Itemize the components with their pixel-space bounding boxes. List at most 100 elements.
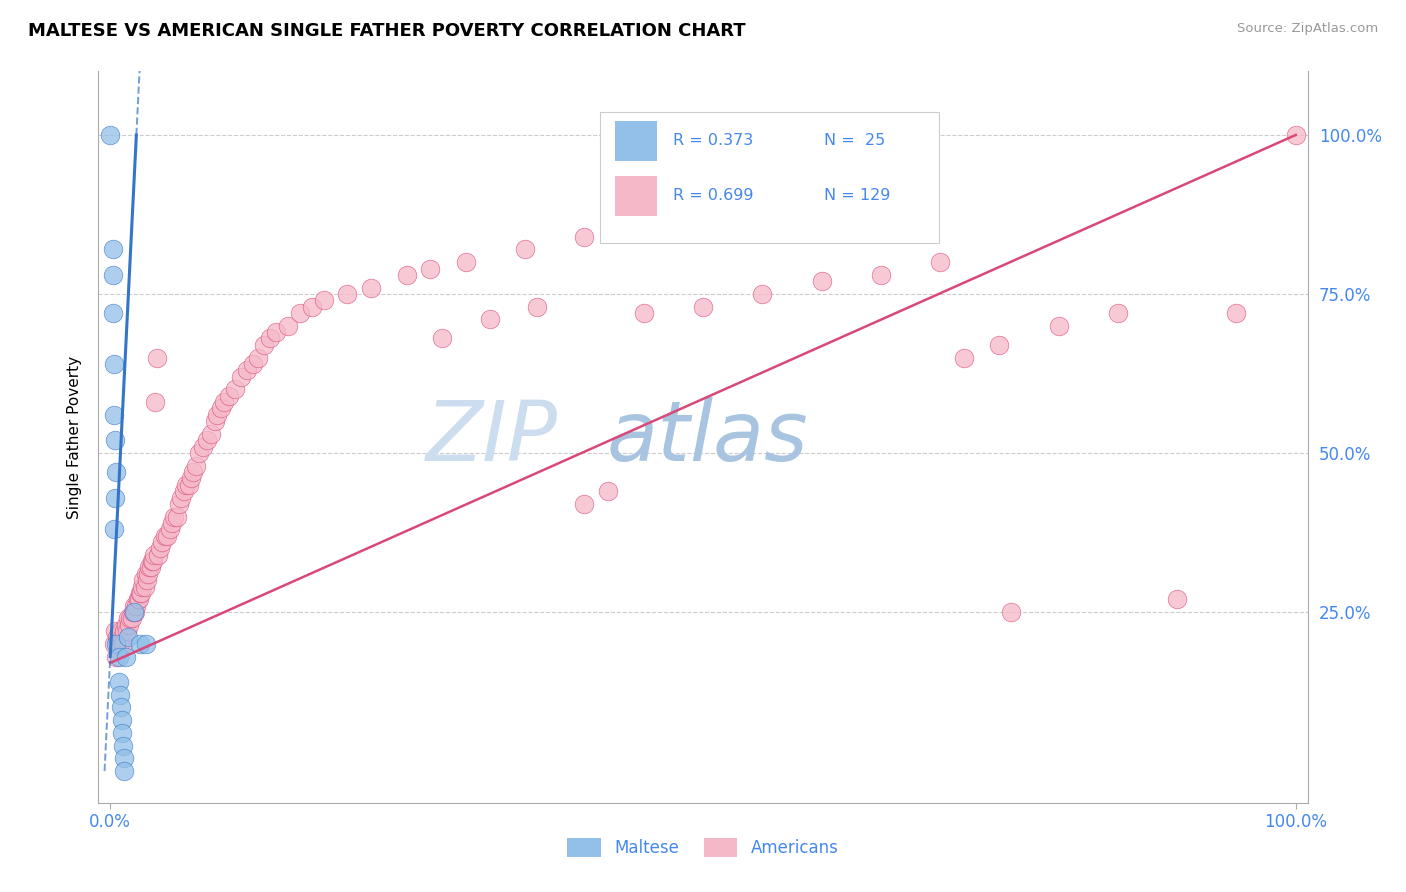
Point [143, 548, 166, 562]
Point [218, 389, 240, 403]
Point [114, 751, 136, 765]
Point [235, 363, 257, 377]
Point [692, 211, 714, 225]
Point [107, 675, 129, 690]
Point [149, 541, 172, 556]
Point [121, 605, 143, 619]
Point [170, 491, 193, 505]
Point [117, 631, 139, 645]
Point [166, 509, 188, 524]
Point [174, 477, 197, 491]
Point [152, 535, 174, 549]
Point [395, 268, 418, 282]
Point [103, 408, 125, 422]
Point [988, 338, 1011, 352]
Bar [614, 120, 657, 161]
Point [247, 351, 270, 365]
Point [153, 529, 176, 543]
Point [105, 631, 128, 645]
Point [163, 509, 186, 524]
Point [360, 280, 382, 294]
Point [118, 617, 141, 632]
Text: R = 0.373: R = 0.373 [672, 133, 754, 148]
Point [454, 255, 477, 269]
Point [129, 637, 152, 651]
Point [209, 401, 232, 416]
Text: Source: ZipAtlas.com: Source: ZipAtlas.com [1237, 22, 1378, 36]
Point [107, 649, 129, 664]
Point [110, 700, 132, 714]
Point [598, 484, 620, 499]
Point [135, 637, 157, 651]
Point [301, 300, 323, 314]
Text: N = 129: N = 129 [824, 188, 890, 203]
Point [107, 643, 129, 657]
Point [869, 268, 891, 282]
Point [111, 726, 134, 740]
Point [184, 458, 207, 473]
Point [145, 351, 167, 365]
Text: N =  25: N = 25 [824, 133, 886, 148]
Point [288, 306, 311, 320]
Point [139, 560, 162, 574]
Point [122, 599, 145, 613]
Point [1047, 318, 1070, 333]
Text: ZIP: ZIP [426, 397, 558, 477]
Point [197, 434, 219, 448]
Point [120, 611, 142, 625]
Point [515, 243, 537, 257]
Point [108, 688, 131, 702]
Point [312, 293, 335, 308]
Point [110, 624, 132, 638]
Point [108, 637, 131, 651]
Point [259, 331, 281, 345]
Point [115, 624, 138, 638]
Point [156, 529, 179, 543]
FancyBboxPatch shape [600, 112, 939, 244]
Point [136, 573, 159, 587]
Point [191, 440, 214, 454]
Point [212, 395, 235, 409]
Point [141, 554, 163, 568]
Point [526, 300, 548, 314]
Point [173, 484, 195, 499]
Point [1285, 128, 1308, 142]
Point [101, 306, 124, 320]
Point [929, 255, 952, 269]
Point [177, 477, 200, 491]
Point [136, 566, 159, 581]
Point [143, 395, 166, 409]
Point [574, 229, 596, 244]
Point [105, 637, 128, 651]
Point [111, 713, 134, 727]
Point [142, 554, 165, 568]
Point [112, 637, 135, 651]
Point [103, 637, 125, 651]
Point [105, 465, 128, 479]
Point [129, 586, 152, 600]
Point [117, 611, 139, 625]
Point [277, 318, 299, 333]
Point [114, 617, 136, 632]
Point [204, 414, 226, 428]
Point [129, 586, 152, 600]
Point [952, 351, 974, 365]
Point [478, 312, 501, 326]
Point [103, 522, 125, 536]
Point [167, 497, 190, 511]
Point [114, 649, 136, 664]
Point [159, 522, 181, 536]
Bar [614, 176, 657, 216]
Point [105, 649, 128, 664]
Point [104, 491, 127, 505]
Point [574, 497, 596, 511]
Point [104, 434, 127, 448]
Point [253, 338, 276, 352]
Point [224, 383, 246, 397]
Point [125, 599, 148, 613]
Text: MALTESE VS AMERICAN SINGLE FATHER POVERTY CORRELATION CHART: MALTESE VS AMERICAN SINGLE FATHER POVERT… [28, 22, 745, 40]
Point [692, 300, 714, 314]
Point [114, 764, 136, 778]
Point [131, 580, 153, 594]
Point [112, 739, 135, 753]
